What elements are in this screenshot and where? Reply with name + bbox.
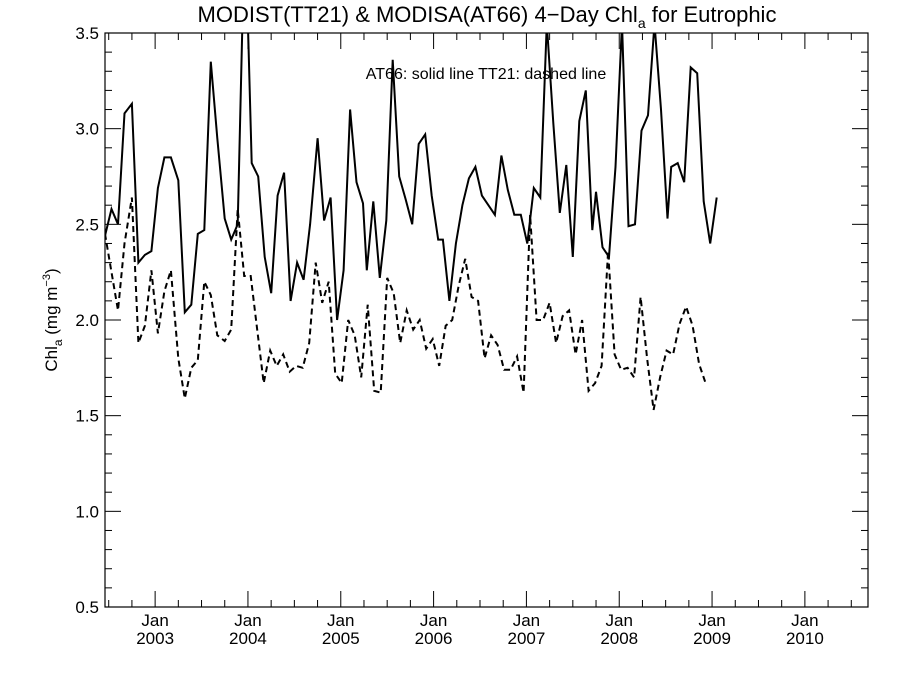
series-line-tt21: [105, 197, 707, 411]
x-tick-label-year-1: 2004: [229, 629, 267, 648]
plot-frame: [104, 32, 869, 608]
y-tick-label-6: 3.5: [75, 24, 99, 43]
x-tick-label-year-4: 2007: [507, 629, 545, 648]
chart-title-main: MODIST(TT21) & MODISA(AT66) 4−Day Chl: [198, 2, 638, 27]
series-line-at66: [105, 33, 718, 321]
x-tick-label-month-0: Jan: [141, 611, 168, 630]
y-tick-label-0: 0.5: [75, 598, 99, 617]
x-tick-label-year-2: 2005: [322, 629, 360, 648]
y-tick-label-3: 2.0: [75, 311, 99, 330]
y-axis-label-unit-post: ): [42, 268, 61, 274]
y-tick-label-4: 2.5: [75, 215, 99, 234]
x-tick-label-month-1: Jan: [234, 611, 261, 630]
x-tick-label-month-7: Jan: [791, 611, 818, 630]
legend-annotation: AT66: solid line TT21: dashed line: [366, 66, 607, 83]
axis-ticks: 0.51.01.52.02.53.03.5Jan2003Jan2004Jan20…: [75, 24, 868, 648]
y-axis-label: Chla (mg m−3): [41, 268, 65, 371]
x-tick-label-year-0: 2003: [136, 629, 174, 648]
x-tick-label-year-5: 2008: [600, 629, 638, 648]
chart-title-rest: for Eutrophic: [646, 2, 777, 27]
y-axis-label-unit-pre: (mg m: [42, 287, 61, 340]
x-tick-label-month-5: Jan: [606, 611, 633, 630]
x-tick-label-month-2: Jan: [327, 611, 354, 630]
y-axis-label-unit-sup: −3: [41, 274, 53, 287]
chart-title-subscript: a: [638, 15, 646, 31]
x-tick-label-month-3: Jan: [420, 611, 447, 630]
x-tick-label-year-6: 2009: [693, 629, 731, 648]
y-tick-label-5: 3.0: [75, 120, 99, 139]
x-tick-label-month-4: Jan: [513, 611, 540, 630]
x-tick-label-year-3: 2006: [415, 629, 453, 648]
y-tick-label-2: 1.5: [75, 407, 99, 426]
x-tick-label-year-7: 2010: [786, 629, 824, 648]
y-axis-label-subscript: a: [51, 339, 65, 346]
chart-title: MODIST(TT21) & MODISA(AT66) 4−Day Chla f…: [198, 2, 777, 31]
plot-lines: [105, 33, 718, 411]
y-axis-label-main: Chl: [42, 346, 61, 372]
y-tick-label-1: 1.0: [75, 502, 99, 521]
x-tick-label-month-6: Jan: [698, 611, 725, 630]
